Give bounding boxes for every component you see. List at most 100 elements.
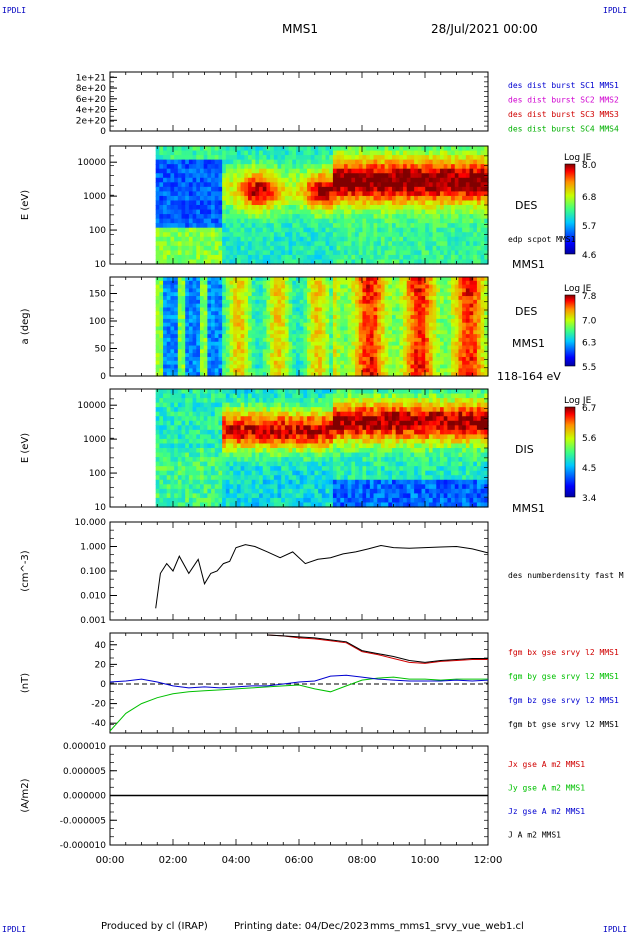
heatmap-cell: [262, 311, 268, 316]
heatmap-cell: [377, 209, 382, 215]
heatmap-cell: [329, 159, 334, 165]
heatmap-cell: [244, 159, 249, 165]
heatmap-cell: [325, 177, 330, 183]
heatmap-cell: [288, 155, 293, 161]
heatmap-cell: [366, 318, 371, 324]
heatmap-cell: [207, 318, 212, 324]
heatmap-cell: [262, 209, 268, 215]
heatmap-cell: [229, 173, 234, 179]
heatmap-cell: [295, 341, 301, 347]
heatmap-cell: [403, 296, 408, 301]
heatmap-cell: [403, 311, 408, 316]
heatmap-cell: [266, 360, 271, 366]
heatmap-cell: [262, 259, 268, 265]
heatmap-cell: [484, 360, 489, 366]
heatmap-cell: [244, 155, 249, 161]
heatmap-cell: [462, 360, 467, 366]
heatmap-cell: [399, 209, 404, 215]
heatmap-cell: [410, 288, 415, 293]
heatmap-cell: [465, 254, 471, 261]
heatmap-cell: [380, 280, 386, 286]
heatmap-cell: [259, 245, 264, 251]
heatmap-cell: [314, 209, 319, 215]
heatmap-cell: [476, 345, 482, 350]
heatmap-cell: [392, 318, 397, 324]
heatmap-cell: [199, 155, 205, 161]
heatmap-cell: [340, 372, 345, 377]
heatmap-cell: [240, 356, 245, 362]
heatmap-cell: [366, 259, 371, 265]
heatmap-cell: [284, 227, 290, 233]
heatmap-cell: [355, 277, 360, 282]
heatmap-cell: [428, 330, 434, 335]
heatmap-cell: [284, 318, 290, 324]
heatmap-cell: [284, 288, 290, 293]
heatmap-cell: [443, 303, 448, 309]
heatmap-cell: [358, 345, 364, 350]
heatmap-cell: [166, 146, 172, 152]
heatmap-cell: [366, 191, 371, 197]
heatmap-cell: [395, 288, 400, 293]
heatmap-cell: [214, 311, 220, 316]
heatmap-cell: [454, 195, 460, 202]
heatmap-cell: [159, 311, 164, 316]
heatmap-cell: [484, 146, 489, 152]
heatmap-cell: [225, 159, 231, 165]
heatmap-cell: [188, 334, 194, 339]
heatmap-cell: [451, 330, 456, 335]
heatmap-cell: [417, 337, 423, 343]
heatmap-cell: [358, 236, 364, 242]
heatmap-cell: [310, 232, 316, 238]
heatmap-cell: [447, 205, 452, 211]
heatmap-cell: [355, 341, 360, 347]
heatmap-cell: [403, 254, 408, 261]
heatmap-cell: [421, 349, 426, 354]
heatmap-cell: [366, 200, 371, 206]
heatmap-cell: [292, 173, 297, 179]
heatmap-cell: [362, 195, 367, 202]
y-tick-label: 1000: [83, 192, 106, 202]
heatmap-cell: [451, 322, 456, 328]
heatmap-cell: [203, 236, 208, 242]
heatmap-cell: [428, 315, 434, 320]
heatmap-cell: [295, 150, 301, 156]
heatmap-cell: [314, 315, 319, 320]
heatmap-cell: [155, 334, 160, 339]
heatmap-cell: [203, 349, 208, 354]
heatmap-cell: [214, 345, 220, 350]
heatmap-cell: [196, 284, 201, 290]
heatmap-cell: [307, 280, 312, 286]
heatmap-cell: [443, 345, 448, 350]
heatmap-cell: [414, 360, 419, 366]
heatmap-cell: [425, 277, 430, 282]
heatmap-cell: [307, 191, 312, 197]
heatmap-cell: [185, 186, 190, 192]
heatmap-cell: [318, 326, 323, 331]
heatmap-cell: [358, 218, 364, 224]
heatmap-cell: [373, 299, 378, 305]
heatmap-cell: [373, 159, 378, 165]
heatmap-cell: [340, 318, 345, 324]
heatmap-cell: [273, 368, 279, 373]
heatmap-cell: [199, 303, 205, 309]
heatmap-cell: [214, 191, 220, 197]
heatmap-cell: [366, 218, 371, 224]
heatmap-cell: [447, 241, 452, 247]
heatmap-cell: [222, 259, 227, 265]
heatmap-cell: [421, 311, 426, 316]
heatmap-cell: [473, 232, 478, 238]
heatmap-cell: [325, 205, 330, 211]
heatmap-cell: [314, 232, 319, 238]
heatmap-cell: [233, 146, 238, 152]
heatmap-cell: [196, 288, 201, 293]
heatmap-cell: [336, 368, 341, 373]
heatmap-cell: [307, 245, 312, 251]
heatmap-cell: [432, 341, 437, 347]
heatmap-cell: [351, 200, 356, 206]
heatmap-cell: [403, 292, 408, 297]
corner-label-bottom-left: IPDLI: [2, 925, 26, 934]
heatmap-cell: [329, 200, 334, 206]
heatmap-cell: [262, 337, 268, 343]
heatmap-cell: [170, 334, 175, 339]
heatmap-cell: [181, 292, 186, 297]
